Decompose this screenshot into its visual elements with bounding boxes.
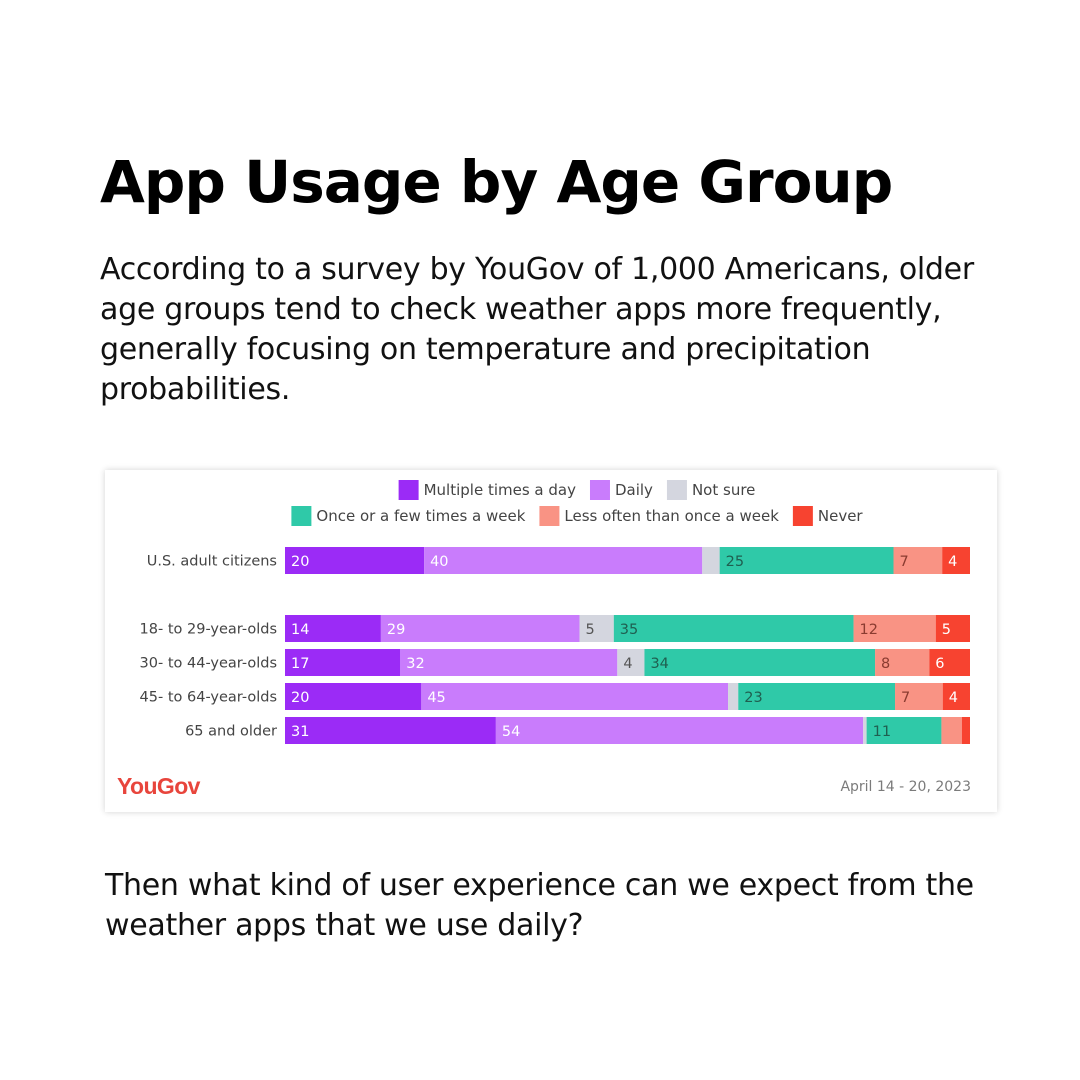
data-label: 54 xyxy=(502,724,520,740)
bar-segment-u-s-adult-citizens-once-or-a-few-times-a-week xyxy=(719,547,894,574)
bar-segment-30-to-44-year-olds-less-often-than-once-a-week xyxy=(875,649,930,676)
source-date: April 14 - 20, 2023 xyxy=(840,779,971,795)
legend-label-not-sure: Not sure xyxy=(692,481,755,499)
bar-segment-u-s-adult-citizens-less-often-than-once-a-week xyxy=(893,547,943,574)
data-label: 17 xyxy=(291,656,309,672)
data-label: 11 xyxy=(873,724,891,740)
data-label: 14 xyxy=(291,622,309,638)
bar-segment-65-and-older-less-often-than-once-a-week xyxy=(941,717,962,744)
intro-paragraph: According to a survey by YouGov of 1,000… xyxy=(100,252,974,407)
bar-segment-30-to-44-year-olds-not-sure xyxy=(617,649,645,676)
legend-swatch-less-often-than-once-a-week xyxy=(539,506,560,526)
legend-label-multiple-times-a-day: Multiple times a day xyxy=(424,481,576,499)
data-label: 6 xyxy=(935,656,944,672)
data-label: 40 xyxy=(430,554,448,570)
chart-legend: Multiple times a day Daily Not sure Once or… xyxy=(291,480,863,526)
data-label: 4 xyxy=(623,656,632,672)
page-title: App Usage by Age Group xyxy=(100,148,893,216)
bar-segment-u-s-adult-citizens-daily xyxy=(424,547,703,574)
data-label: 4 xyxy=(948,554,957,570)
legend-swatch-once-or-a-few-times-a-week xyxy=(291,506,312,526)
bar-segment-18-to-29-year-olds-never xyxy=(935,615,970,642)
chart-plot-area: U.S. adult citizens 20 40 25 7 4 18- to 29-yea… xyxy=(140,547,970,744)
bar-segment-30-to-44-year-olds-never xyxy=(929,649,970,676)
data-label: 8 xyxy=(881,656,890,672)
bar-segment-30-to-44-year-olds-multiple-times-a-day xyxy=(285,649,401,676)
bar-segment-18-to-29-year-olds-once-or-a-few-times-a-week xyxy=(613,615,854,642)
data-label: 12 xyxy=(860,622,878,638)
data-label: 25 xyxy=(726,554,744,570)
bar-segment-18-to-29-year-olds-multiple-times-a-day xyxy=(285,615,381,642)
data-label: 23 xyxy=(744,690,762,706)
bar-segment-45-to-64-year-olds-once-or-a-few-times-a-week xyxy=(738,683,896,710)
data-label: 32 xyxy=(406,656,424,672)
bar-segment-65-and-older-multiple-times-a-day xyxy=(285,717,496,744)
category-label-u-s-adult-citizens: U.S. adult citizens xyxy=(147,554,277,570)
data-label: 5 xyxy=(586,622,595,638)
chart-card: Multiple times a day Daily Not sure Once or… xyxy=(105,470,997,812)
data-label: 5 xyxy=(942,622,951,638)
data-label: 7 xyxy=(900,554,909,570)
bar-segment-45-to-64-year-olds-daily xyxy=(421,683,729,710)
bar-segment-65-and-older-not-sure xyxy=(863,717,867,744)
bar-segment-65-and-older-daily xyxy=(495,717,864,744)
bar-segment-45-to-64-year-olds-multiple-times-a-day xyxy=(285,683,422,710)
bar-segment-45-to-64-year-olds-less-often-than-once-a-week xyxy=(895,683,943,710)
bar-segment-45-to-64-year-olds-not-sure xyxy=(728,683,739,710)
bar-segment-u-s-adult-citizens-multiple-times-a-day xyxy=(285,547,425,574)
data-label: 45 xyxy=(427,690,445,706)
legend-swatch-daily xyxy=(589,480,610,500)
bar-segment-30-to-44-year-olds-once-or-a-few-times-a-week xyxy=(644,649,876,676)
legend-label-never: Never xyxy=(818,507,864,525)
bar-segment-18-to-29-year-olds-less-often-than-once-a-week xyxy=(853,615,936,642)
yougov-logo: YouGov xyxy=(117,773,201,799)
data-label: 4 xyxy=(949,690,958,706)
data-label: 7 xyxy=(901,690,910,706)
bar-segment-18-to-29-year-olds-not-sure xyxy=(579,615,614,642)
bar-segment-45-to-64-year-olds-never xyxy=(942,683,970,710)
legend-label-once-or-a-few-times-a-week: Once or a few times a week xyxy=(316,507,525,525)
bar-segment-65-and-older-once-or-a-few-times-a-week xyxy=(866,717,942,744)
category-label-18-to-29-year-olds: 18- to 29-year-olds xyxy=(140,622,277,638)
data-label: 20 xyxy=(291,554,309,570)
legend-label-daily: Daily xyxy=(615,481,653,499)
data-label: 34 xyxy=(650,656,668,672)
category-label-65-and-older: 65 and older xyxy=(185,724,277,740)
bar-segment-65-and-older-never xyxy=(961,717,970,744)
stacked-bar-chart: Multiple times a day Daily Not sure Once or… xyxy=(117,480,971,799)
legend-swatch-multiple-times-a-day xyxy=(398,480,419,500)
category-label-30-to-44-year-olds: 30- to 44-year-olds xyxy=(140,656,277,672)
category-label-45-to-64-year-olds: 45- to 64-year-olds xyxy=(140,690,277,706)
data-label: 20 xyxy=(291,690,309,706)
bar-segment-u-s-adult-citizens-not-sure xyxy=(702,547,720,574)
data-label: 29 xyxy=(387,622,405,638)
bar-segment-18-to-29-year-olds-daily xyxy=(380,615,580,642)
legend-swatch-never xyxy=(792,506,813,526)
legend-swatch-not-sure xyxy=(666,480,687,500)
closing-question: Then what kind of user experience can we… xyxy=(105,868,974,943)
bar-segment-30-to-44-year-olds-daily xyxy=(400,649,618,676)
bar-segment-u-s-adult-citizens-never xyxy=(942,547,970,574)
data-label: 31 xyxy=(291,724,309,740)
data-label: 35 xyxy=(620,622,638,638)
legend-label-less-often-than-once-a-week: Less often than once a week xyxy=(564,507,779,525)
